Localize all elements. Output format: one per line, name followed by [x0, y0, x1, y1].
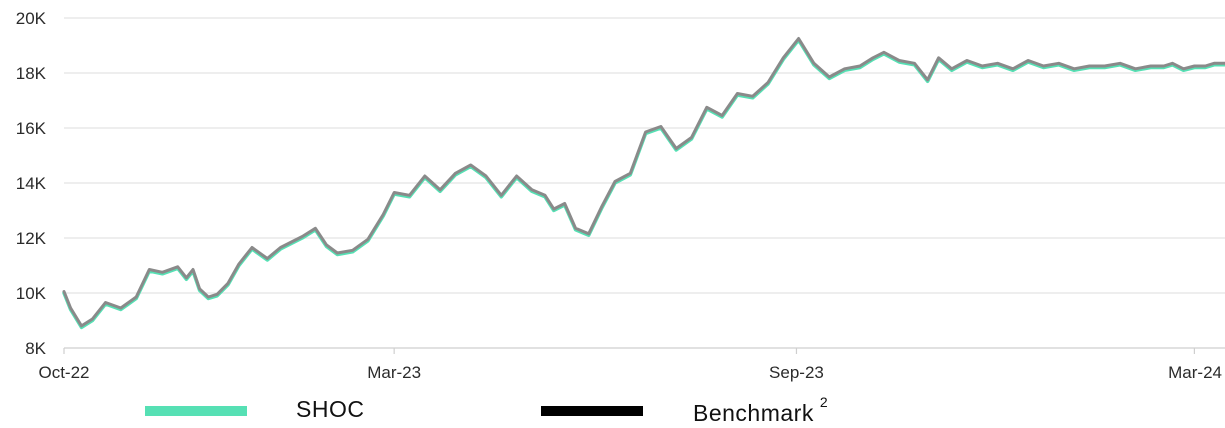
legend-swatch-shoc — [145, 406, 247, 416]
legend-label-shoc: SHOC — [296, 396, 364, 423]
y-tick-label: 14K — [16, 174, 47, 193]
x-tick-label: Mar-23 — [367, 363, 421, 382]
y-tick-label: 16K — [16, 119, 47, 138]
legend-label-benchmark: Benchmark 2 — [693, 394, 828, 427]
series-line-benchmark — [62, 37, 1225, 328]
x-tick-label: Mar-24 — [1168, 363, 1222, 382]
legend-label-benchmark-text: Benchmark — [693, 400, 814, 426]
y-tick-label: 8K — [25, 339, 46, 358]
x-tick-label: Oct-22 — [38, 363, 89, 382]
line-chart: 8K 10K 12K 14K 16K 18K 20K Oct-22 Mar-23 Sep-23 M… — [16, 9, 1225, 382]
gridlines — [64, 17, 1225, 349]
legend-superscript: 2 — [819, 394, 829, 410]
y-tick-label: 12K — [16, 229, 47, 248]
x-axis: Oct-22 Mar-23 Sep-23 Mar-24 — [38, 348, 1222, 382]
y-tick-label: 10K — [16, 284, 47, 303]
series-lines — [62, 37, 1225, 330]
y-tick-label: 20K — [16, 9, 47, 28]
y-tick-label: 18K — [16, 64, 47, 83]
legend-swatch-benchmark — [541, 406, 643, 416]
series-line-shoc — [62, 38, 1225, 330]
legend-label-shoc-text: SHOC — [296, 396, 365, 422]
x-tick-label: Sep-23 — [769, 363, 824, 382]
y-axis: 8K 10K 12K 14K 16K 18K 20K — [16, 9, 47, 358]
